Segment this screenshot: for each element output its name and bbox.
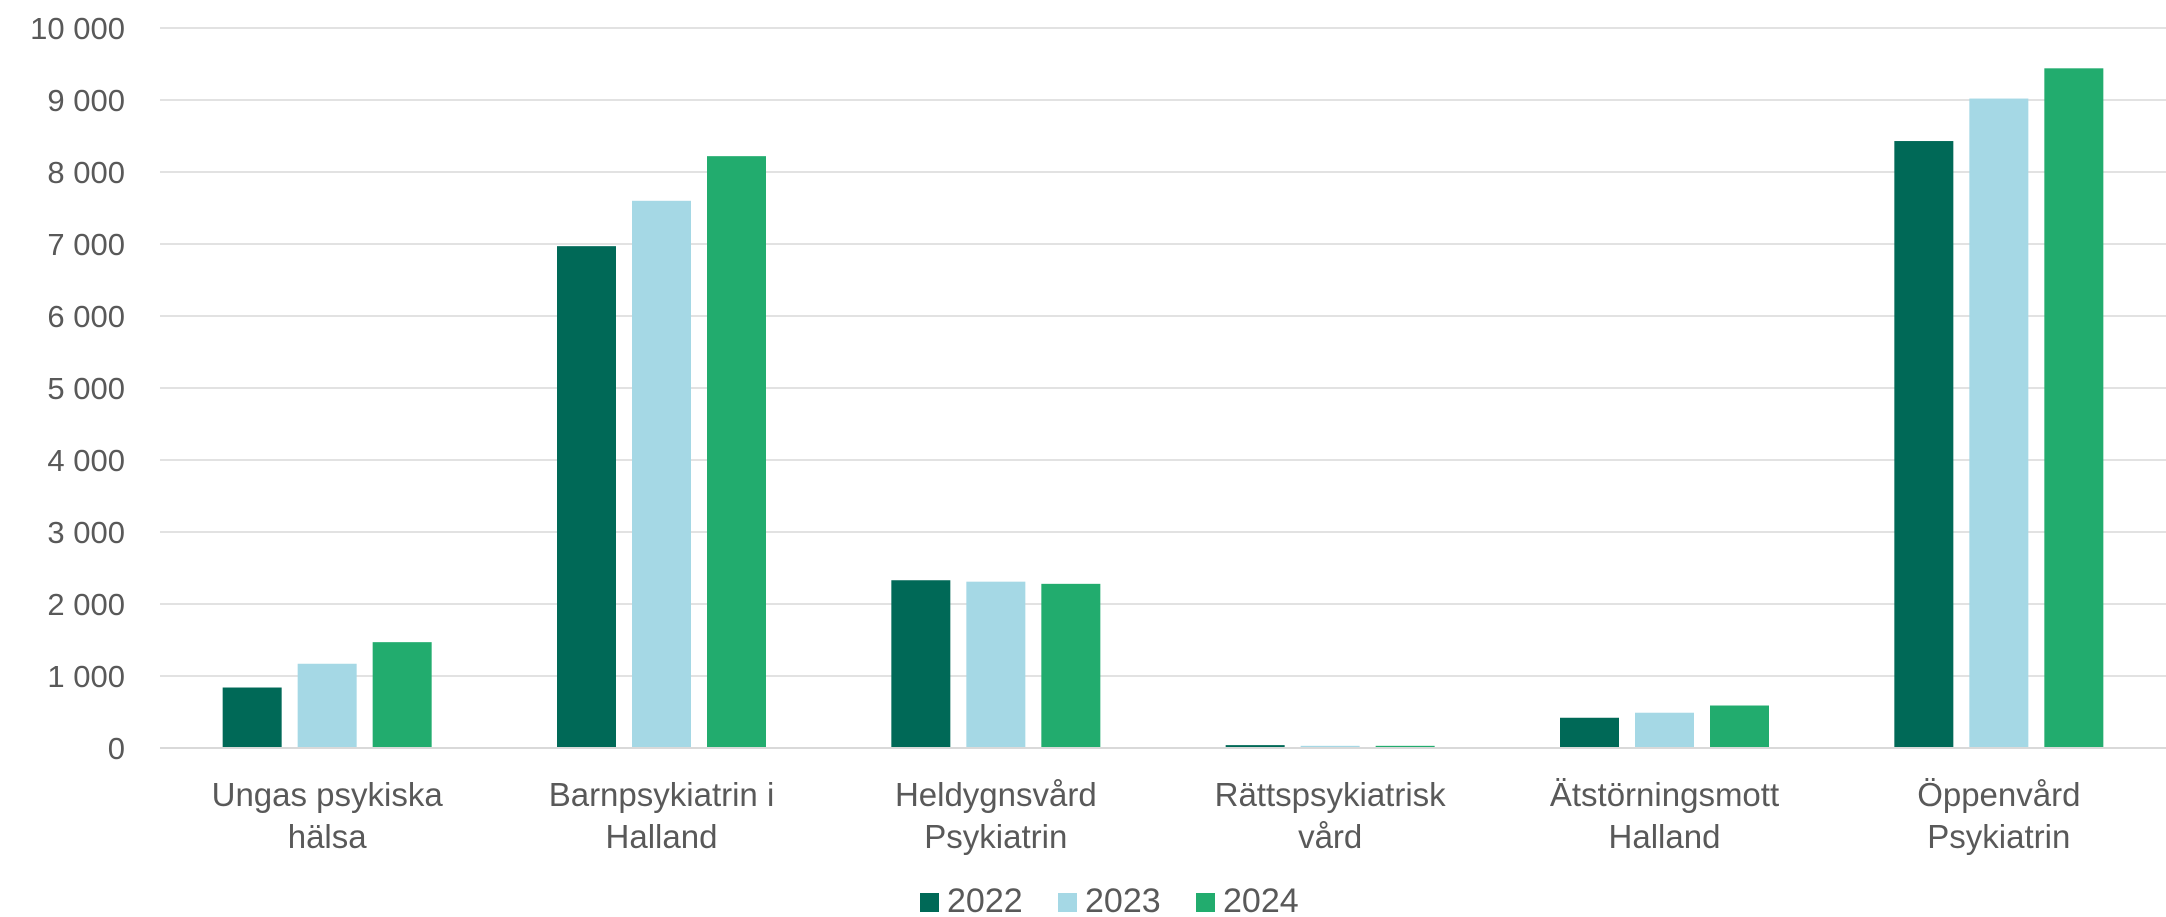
y-tick-label: 9 000: [47, 83, 125, 118]
legend-label: 2022: [947, 882, 1023, 917]
x-category-label: Psykiatrin: [1927, 818, 2070, 855]
x-category-label: Öppenvård: [1917, 776, 2080, 813]
y-tick-label: 7 000: [47, 227, 125, 262]
x-category-label: Ätstörningsmott: [1550, 776, 1779, 813]
bar-2022: [557, 246, 616, 748]
y-axis-tick-labels: 0 1 000 2 000 3 000 4 000 5 000 6 000 7 000 8 00…: [30, 11, 125, 766]
y-tick-label: 0: [108, 731, 125, 766]
bar-2023: [1635, 712, 1694, 748]
bar-2022: [1225, 745, 1285, 748]
y-tick-label: 8 000: [47, 155, 125, 190]
legend-swatch-2023: [1058, 893, 1077, 912]
x-category-label: Barnpsykiatrin i: [549, 776, 775, 813]
y-tick-label: 5 000: [47, 371, 125, 406]
y-tick-label: 1 000: [47, 659, 125, 694]
y-tick-label: 3 000: [47, 515, 125, 550]
x-category-label: Ungas psykiska: [212, 776, 444, 813]
bar-2023: [966, 581, 1026, 748]
y-tick-label: 6 000: [47, 299, 125, 334]
bar-2024: [1710, 705, 1769, 748]
legend-swatch-2022: [920, 893, 939, 912]
x-category-label: hälsa: [288, 818, 368, 855]
legend-label: 2023: [1085, 882, 1161, 917]
x-category-label: Halland: [1609, 818, 1721, 855]
bar-2024: [372, 642, 432, 748]
x-category-label: Psykiatrin: [924, 818, 1067, 855]
y-tick-label: 10 000: [30, 11, 125, 46]
legend-swatch-2024: [1196, 893, 1215, 912]
bar-2024: [1041, 583, 1101, 748]
bar-2024: [1375, 745, 1435, 748]
x-axis-category-labels: Ungas psykiska hälsa Barnpsykiatrin i Halla…: [212, 776, 2081, 855]
y-tick-label: 4 000: [47, 443, 125, 478]
bars: [222, 68, 2104, 749]
legend-label: 2024: [1223, 882, 1299, 917]
bar-2023: [632, 200, 691, 749]
x-category-label: vård: [1298, 818, 1362, 855]
x-category-label: Rättspsykiatrisk: [1215, 776, 1447, 813]
bar-2024: [707, 156, 766, 748]
bar-2022: [1560, 717, 1619, 748]
bar-2022: [222, 687, 282, 748]
x-category-label: Halland: [606, 818, 718, 855]
bar-2022: [891, 580, 951, 748]
bar-2023: [297, 663, 357, 748]
bar-2023: [1969, 98, 2029, 748]
x-category-label: Heldygnsvård: [895, 776, 1097, 813]
bar-2023: [1300, 745, 1360, 748]
y-tick-label: 2 000: [47, 587, 125, 622]
bar-2024: [2044, 68, 2104, 748]
gridlines: [160, 27, 2166, 677]
bar-2022: [1894, 141, 1954, 749]
legend: 2022 2023 2024: [920, 882, 1299, 917]
